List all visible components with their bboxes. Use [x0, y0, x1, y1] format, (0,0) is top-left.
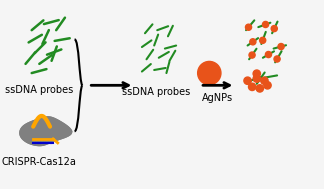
- Circle shape: [260, 37, 266, 43]
- Circle shape: [250, 39, 256, 45]
- Text: CRISPR-Cas12a: CRISPR-Cas12a: [2, 157, 77, 167]
- Circle shape: [271, 26, 277, 32]
- Circle shape: [249, 52, 255, 58]
- Circle shape: [274, 56, 280, 62]
- Circle shape: [249, 83, 256, 91]
- Circle shape: [253, 70, 260, 77]
- Circle shape: [265, 51, 272, 58]
- Text: ssDNA probes: ssDNA probes: [122, 87, 190, 97]
- Polygon shape: [20, 117, 72, 146]
- Circle shape: [198, 61, 221, 85]
- Circle shape: [256, 85, 263, 92]
- Circle shape: [246, 24, 252, 30]
- Circle shape: [278, 43, 284, 50]
- Text: AgNPs: AgNPs: [202, 93, 233, 103]
- Circle shape: [253, 75, 260, 82]
- Circle shape: [262, 21, 269, 28]
- Text: ssDNA probes: ssDNA probes: [5, 85, 74, 95]
- Circle shape: [244, 77, 251, 84]
- Circle shape: [264, 82, 271, 89]
- Circle shape: [261, 77, 268, 84]
